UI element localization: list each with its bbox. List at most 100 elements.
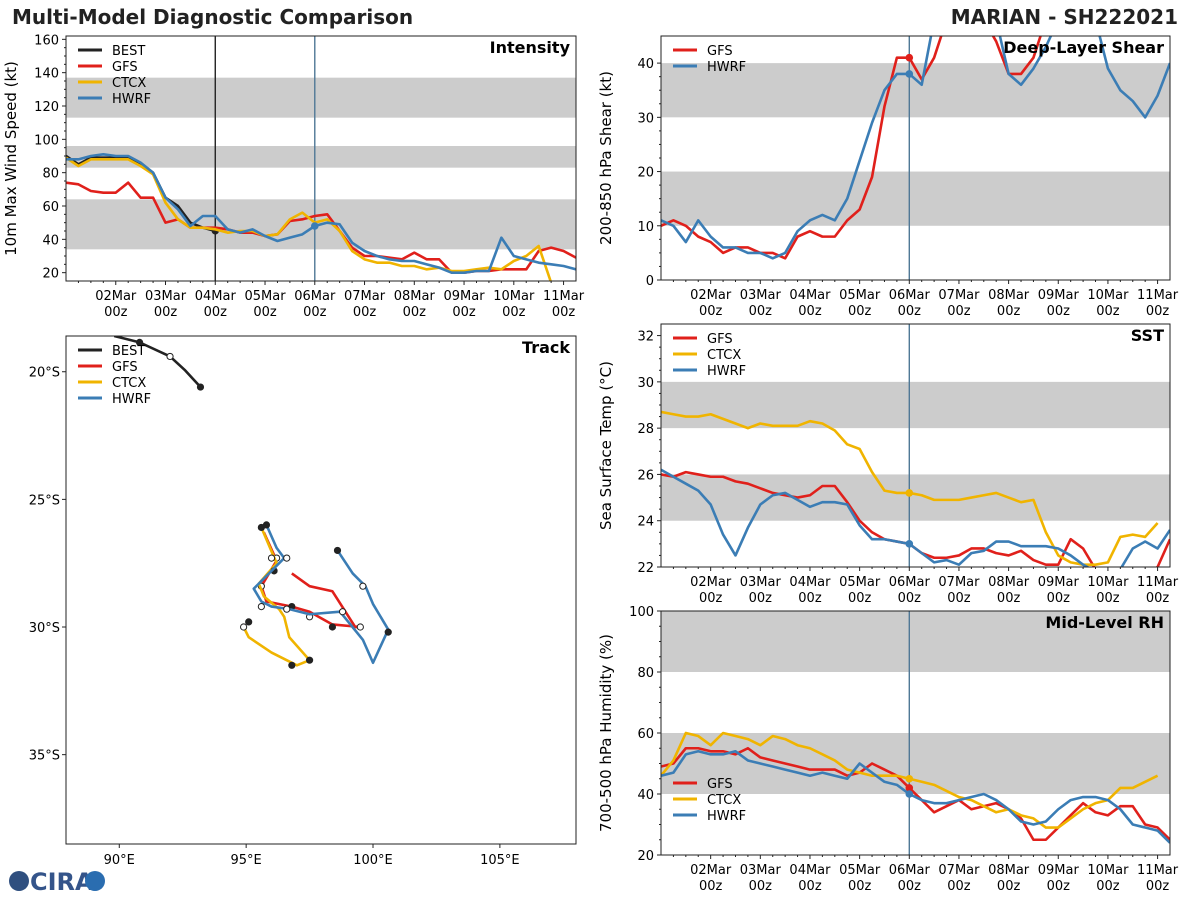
intensity-xtick-hour: 00z bbox=[552, 305, 576, 320]
sst-xtick-date: 10Mar bbox=[1087, 575, 1129, 590]
intensity-legend-label-best: BEST bbox=[112, 44, 145, 59]
track-frame bbox=[65, 335, 577, 845]
sst-legend-label-gfs: GFS bbox=[707, 332, 733, 347]
sst-xtick-hour: 00z bbox=[898, 591, 922, 606]
track-legend-label-ctcx: CTCX bbox=[112, 376, 146, 391]
intensity-xtick-date: 10Mar bbox=[493, 289, 535, 304]
track-xtick-label: 95°E bbox=[231, 853, 262, 868]
sst-xtick-date: 09Mar bbox=[1038, 575, 1080, 590]
rh-xtick-date: 11Mar bbox=[1137, 863, 1179, 878]
rh-plot-area bbox=[661, 611, 1170, 855]
intensity-analysis-marker-hwrf bbox=[310, 222, 319, 230]
rh-xtick-date: 07Mar bbox=[938, 863, 980, 878]
rh-xtick-hour: 00z bbox=[1146, 879, 1170, 894]
track-xtick-label: 100°E bbox=[353, 853, 393, 868]
track-xtick-label: 90°E bbox=[104, 853, 135, 868]
intensity-xtick-date: 03Mar bbox=[145, 289, 187, 304]
shear-xtick-date: 04Mar bbox=[789, 288, 831, 303]
rh-ytick-label: 60 bbox=[637, 727, 654, 742]
logo-text: CIRA bbox=[30, 868, 94, 896]
rh-xtick-hour: 00z bbox=[749, 879, 773, 894]
rh-xtick-hour: 00z bbox=[947, 879, 971, 894]
shear-xtick-hour: 00z bbox=[1096, 304, 1120, 319]
shear-xtick-hour: 00z bbox=[848, 304, 872, 319]
rh-ytick-label: 40 bbox=[637, 788, 654, 803]
shear-xtick-date: 05Mar bbox=[839, 288, 881, 303]
rh-panel: Mid-Level RH 20 40 60 80 100 700-500 hPa Humid… bbox=[597, 605, 1179, 894]
track-position-marker bbox=[262, 521, 271, 529]
rh-xtick-date: 03Mar bbox=[740, 863, 782, 878]
sst-ytick-label: 26 bbox=[637, 468, 654, 483]
shear-xtick-hour: 00z bbox=[997, 304, 1021, 319]
track-ytick-label: 25°S bbox=[29, 493, 60, 508]
rh-legend-label-ctcx: CTCX bbox=[707, 793, 741, 808]
shear-series-hwrf bbox=[661, 36, 1170, 260]
agency-seal-icon bbox=[85, 871, 105, 891]
storm-name: MARIAN - SH222021 bbox=[950, 5, 1178, 29]
intensity-xtick-date: 04Mar bbox=[195, 289, 237, 304]
rh-series-hwrf bbox=[661, 749, 1170, 844]
sst-analysis-marker-ctcx bbox=[905, 489, 914, 497]
sst-xtick-date: 08Mar bbox=[988, 575, 1030, 590]
rh-xtick-hour: 00z bbox=[848, 879, 872, 894]
track-series-hwrf bbox=[252, 524, 390, 665]
shear-analysis-marker-hwrf bbox=[905, 70, 914, 78]
intensity-panel: Intensity 20 40 60 80 100 120 140 160 10m Max Win… bbox=[2, 33, 585, 320]
intensity-xtick-hour: 00z bbox=[403, 305, 427, 320]
rh-xtick-hour: 00z bbox=[997, 879, 1021, 894]
sst-xtick-hour: 00z bbox=[1146, 591, 1170, 606]
intensity-xtick-date: 06Mar bbox=[294, 289, 336, 304]
rh-xtick-date: 10Mar bbox=[1087, 863, 1129, 878]
rh-xtick-hour: 00z bbox=[1096, 879, 1120, 894]
rh-legend-label-hwrf: HWRF bbox=[707, 809, 746, 824]
intensity-ytick-label: 60 bbox=[42, 200, 59, 215]
sst-xtick-hour: 00z bbox=[1047, 591, 1071, 606]
intensity-ytick-label: 40 bbox=[42, 233, 59, 248]
sst-ytick-label: 30 bbox=[637, 376, 654, 391]
track-position-marker bbox=[338, 608, 347, 616]
sst-xtick-date: 04Mar bbox=[789, 575, 831, 590]
shear-xtick-date: 06Mar bbox=[889, 288, 931, 303]
track-legend-label-best: BEST bbox=[112, 344, 145, 359]
intensity-series-ctcx bbox=[66, 156, 552, 281]
shear-xtick-date: 10Mar bbox=[1087, 288, 1129, 303]
intensity-xtick-date: 02Mar bbox=[95, 289, 137, 304]
shear-title: Deep-Layer Shear bbox=[1003, 38, 1164, 57]
sst-xtick-hour: 00z bbox=[997, 591, 1021, 606]
intensity-ytick-label: 140 bbox=[34, 67, 59, 82]
shear-plot-area bbox=[661, 36, 1170, 280]
sst-xtick-date: 06Mar bbox=[889, 575, 931, 590]
intensity-xtick-date: 11Mar bbox=[543, 289, 585, 304]
intensity-legend-label-hwrf: HWRF bbox=[112, 92, 151, 107]
track-ytick-label: 35°S bbox=[29, 749, 60, 764]
shear-xtick-hour: 00z bbox=[1146, 304, 1170, 319]
shear-ytick-label: 40 bbox=[637, 57, 654, 72]
rh-analysis-marker-ctcx bbox=[905, 774, 914, 783]
intensity-ytick-label: 120 bbox=[34, 100, 59, 115]
sst-xtick-hour: 00z bbox=[848, 591, 872, 606]
intensity-xtick-hour: 00z bbox=[204, 305, 228, 320]
sst-plot-area bbox=[661, 324, 1170, 567]
shear-xtick-date: 09Mar bbox=[1038, 288, 1080, 303]
track-position-marker bbox=[257, 602, 265, 611]
shear-ytick-label: 0 bbox=[646, 274, 654, 289]
sst-title: SST bbox=[1131, 326, 1164, 345]
sst-xtick-date: 07Mar bbox=[938, 575, 980, 590]
intensity-xtick-hour: 00z bbox=[452, 305, 476, 320]
track-xtick-label: 105°E bbox=[480, 853, 520, 868]
sst-panel: SST 22 24 26 28 30 32 Sea Surface Temp (°C) 02Ma… bbox=[597, 323, 1179, 606]
globe-icon bbox=[9, 871, 29, 891]
track-position-marker bbox=[166, 352, 174, 361]
rh-xtick-date: 06Mar bbox=[889, 863, 931, 878]
rh-title: Mid-Level RH bbox=[1045, 613, 1164, 632]
track-plot-area bbox=[113, 336, 392, 669]
track-position-marker bbox=[305, 656, 314, 664]
intensity-plot-area bbox=[66, 36, 576, 281]
shear-xtick-hour: 00z bbox=[798, 304, 822, 319]
track-ytick-label: 20°S bbox=[29, 366, 60, 381]
rh-xtick-hour: 00z bbox=[1047, 879, 1071, 894]
shear-band bbox=[661, 171, 1170, 226]
rh-analysis-marker-hwrf bbox=[905, 790, 914, 798]
intensity-xtick-hour: 00z bbox=[104, 305, 128, 320]
